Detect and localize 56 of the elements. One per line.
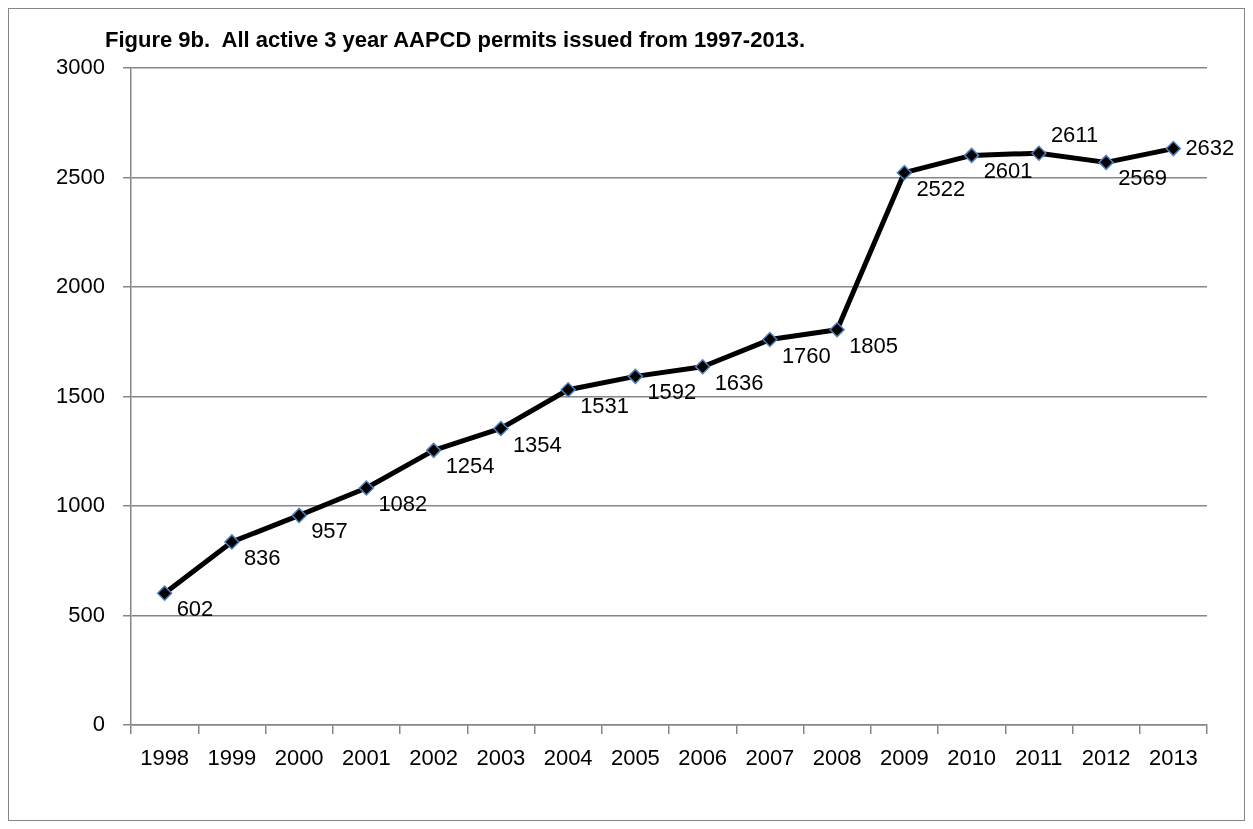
x-tick-label: 2000	[274, 745, 324, 771]
data-label: 957	[311, 518, 348, 544]
y-tick-label: 0	[92, 711, 105, 737]
data-label: 2522	[916, 175, 966, 201]
x-tick-label: 2002	[409, 745, 459, 771]
point	[694, 358, 711, 375]
y-tick-label: 2500	[56, 163, 105, 189]
data-label: 1636	[714, 369, 764, 395]
chart-title: Figure 9b. All active 3 year AAPCD permits issued from 1997-2013.	[105, 27, 806, 53]
data-label: 2601	[983, 158, 1033, 184]
point	[1031, 145, 1047, 161]
point	[425, 442, 442, 459]
y-tick-label: 1000	[56, 492, 105, 518]
x-tick-label: 2011	[1015, 745, 1063, 771]
data-label: 1082	[378, 491, 428, 517]
point	[156, 585, 173, 601]
data-label: 1805	[849, 332, 899, 358]
data-label: 1354	[512, 431, 562, 457]
point	[963, 147, 980, 164]
y-tick-label: 2000	[56, 273, 105, 299]
data-label: 836	[243, 544, 281, 570]
x-tick-label: 2013	[1148, 745, 1198, 771]
point	[627, 368, 644, 385]
point	[493, 420, 509, 437]
point	[829, 321, 845, 338]
x-tick-label: 2010	[947, 745, 997, 771]
x-tick-label: 2001	[341, 745, 391, 771]
x-tick-label: 1998	[140, 745, 190, 771]
data-label: 2611	[1050, 122, 1099, 148]
data-label: 1760	[781, 342, 831, 368]
point	[224, 534, 240, 550]
point	[358, 480, 375, 496]
point	[560, 381, 576, 398]
y-tick-label: 3000	[56, 54, 105, 80]
x-tick-label: 2007	[745, 745, 795, 771]
x-tick-label: 2005	[610, 745, 660, 771]
x-tick-label: 2008	[812, 745, 862, 771]
x-tick-label: 2004	[543, 745, 593, 771]
point	[1165, 140, 1182, 157]
x-tick-label: 1999	[207, 745, 257, 771]
data-label: 1531	[580, 392, 630, 418]
x-tick-label: 2012	[1081, 745, 1131, 771]
point	[896, 164, 913, 181]
data-label: 1254	[445, 453, 495, 479]
y-tick-label: 500	[68, 601, 105, 627]
y-tick-label: 1500	[56, 382, 105, 408]
point	[1098, 154, 1114, 171]
point	[762, 331, 778, 348]
data-label: 2569	[1118, 165, 1168, 191]
data-label: 602	[176, 596, 214, 622]
point	[291, 507, 307, 524]
x-tick-label: 2006	[678, 745, 728, 771]
x-tick-label: 2003	[476, 745, 526, 771]
data-label: 2632	[1185, 134, 1235, 160]
data-label: 1592	[647, 379, 697, 405]
x-tick-label: 2009	[879, 745, 929, 771]
